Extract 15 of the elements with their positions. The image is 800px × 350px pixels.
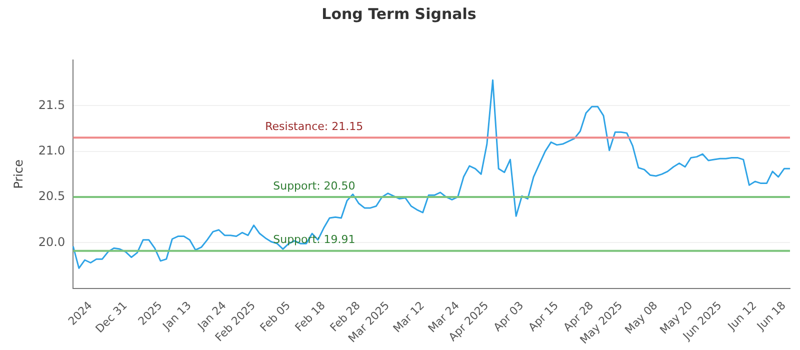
chart-title: Long Term Signals (322, 4, 476, 23)
x-tick-label: Feb 18 (292, 298, 328, 334)
x-tick-label: Apr 15 (526, 298, 562, 334)
x-tick-label: Feb 05 (258, 298, 293, 334)
x-tick-label: Apr 03 (491, 298, 526, 334)
y-tick-label: 20.0 (38, 234, 66, 249)
x-tick-label: Mar 12 (390, 298, 427, 336)
ref-line-label: Support: 20.50 (273, 179, 356, 192)
ref-line-label: Resistance: 21.15 (265, 120, 364, 133)
x-tick-label: Dec 31 (93, 298, 130, 336)
y-tick-label: 20.5 (38, 189, 66, 204)
x-tick-label: Jan 13 (160, 298, 194, 334)
y-axis-title: Price (11, 160, 26, 189)
y-tick-label: 21.0 (38, 143, 66, 158)
y-tick-label: 21.5 (38, 98, 66, 112)
